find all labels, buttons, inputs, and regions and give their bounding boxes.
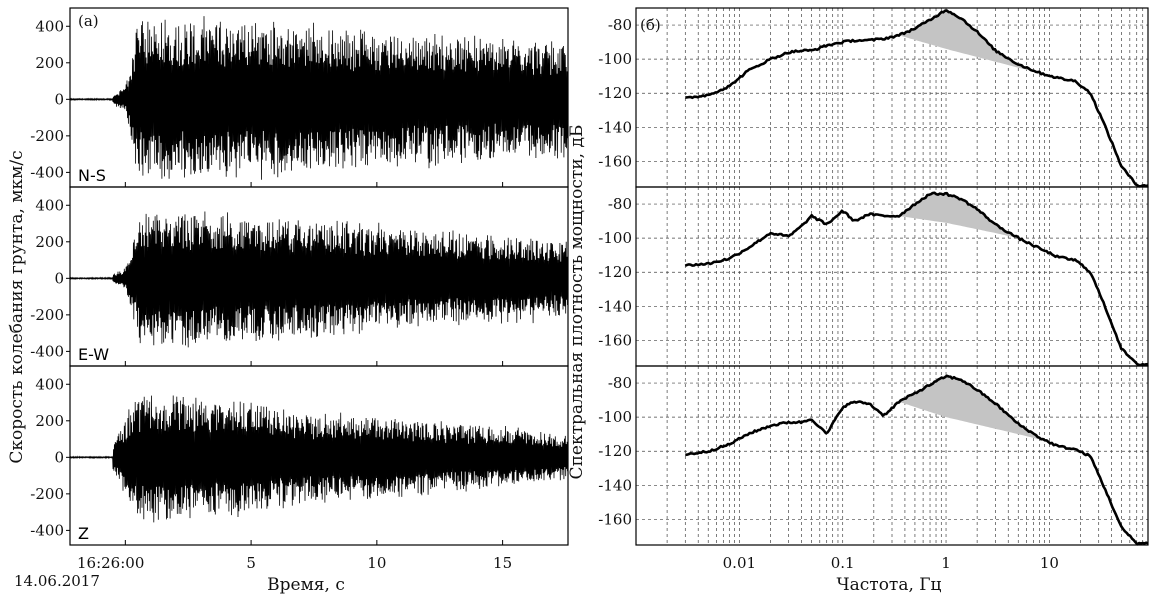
panel-a-ylabel: Скорость колебания грунта, мкм/с — [7, 150, 27, 463]
y-tick-label: -100 — [598, 50, 632, 68]
y-tick-label: -160 — [598, 152, 632, 170]
y-tick-label: -200 — [30, 485, 64, 503]
waveform-N-S — [69, 16, 569, 180]
panel-a: 400 200 0 -200 -400 N-S 400 200 0 -200 -400 E-W 400 2… — [30, 7, 569, 572]
x-tick-label: 0.01 — [723, 554, 756, 572]
y-tick-label: -400 — [30, 342, 64, 360]
y-tick-label: -120 — [598, 442, 632, 460]
y-tick-label: -120 — [598, 84, 632, 102]
spectrum-curve-Z — [685, 374, 1149, 546]
y-tick-label: -140 — [598, 118, 632, 136]
panel-b-ylabel: Спектральная плотность мощности, дБ — [567, 125, 587, 480]
x-tick-label: 0.1 — [831, 554, 855, 572]
x-tick-label: 10 — [367, 554, 386, 572]
y-tick-label: 0 — [54, 90, 64, 108]
spectrum-curve-N-S — [685, 9, 1149, 188]
y-tick-label: -140 — [598, 476, 632, 494]
y-tick-label: -80 — [608, 16, 632, 34]
x-tick-label: 5 — [246, 554, 256, 572]
y-tick-label: 400 — [35, 375, 64, 393]
y-tick-label: -120 — [598, 263, 632, 281]
component-label-E-W: E-W — [78, 345, 109, 364]
panel-a-label: (а) — [78, 12, 99, 30]
y-tick-label: -200 — [30, 127, 64, 145]
y-tick-label: -80 — [608, 374, 632, 392]
y-tick-label: -160 — [598, 331, 632, 349]
x-tick-label: 1 — [941, 554, 951, 572]
y-tick-label: -80 — [608, 195, 632, 213]
y-tick-label: 400 — [35, 196, 64, 214]
y-tick-label: -400 — [30, 521, 64, 539]
waveform-E-W — [69, 211, 569, 348]
panel-a-date: 14.06.2017 — [14, 572, 100, 590]
y-tick-label: 200 — [35, 412, 64, 430]
spectrum-curve-E-W — [684, 191, 1149, 367]
waveform-Z — [69, 395, 569, 523]
y-tick-label: -100 — [598, 408, 632, 426]
y-tick-label: 400 — [35, 17, 64, 35]
y-tick-label: 0 — [54, 269, 64, 287]
y-tick-label: -100 — [598, 229, 632, 247]
y-tick-label: -140 — [598, 297, 632, 315]
y-tick-label: -200 — [30, 306, 64, 324]
excess-area-E-W — [898, 193, 1019, 239]
x-tick-label: 15 — [493, 554, 512, 572]
x-tick-label: 10 — [1040, 554, 1059, 572]
component-label-Z: Z — [78, 524, 89, 543]
y-tick-label: 200 — [35, 233, 64, 251]
y-tick-label: -400 — [30, 163, 64, 181]
panel-a-xlabel: Время, с — [267, 575, 345, 595]
excess-area-Z — [898, 376, 1040, 440]
panel-b-label: (б) — [640, 16, 661, 34]
spectrum-frame-Z — [635, 365, 1149, 546]
component-label-N-S: N-S — [78, 166, 106, 185]
panel-a-time-start: 16:26:00 — [77, 554, 144, 572]
y-tick-label: -160 — [598, 510, 632, 528]
panel-b: -80 -100 -120 -140 -160 -80 -100 -120 -140 -160 -8… — [598, 7, 1149, 572]
y-tick-label: 0 — [54, 448, 64, 466]
panel-b-xlabel: Частота, Гц — [837, 575, 942, 595]
y-tick-label: 200 — [35, 54, 64, 72]
